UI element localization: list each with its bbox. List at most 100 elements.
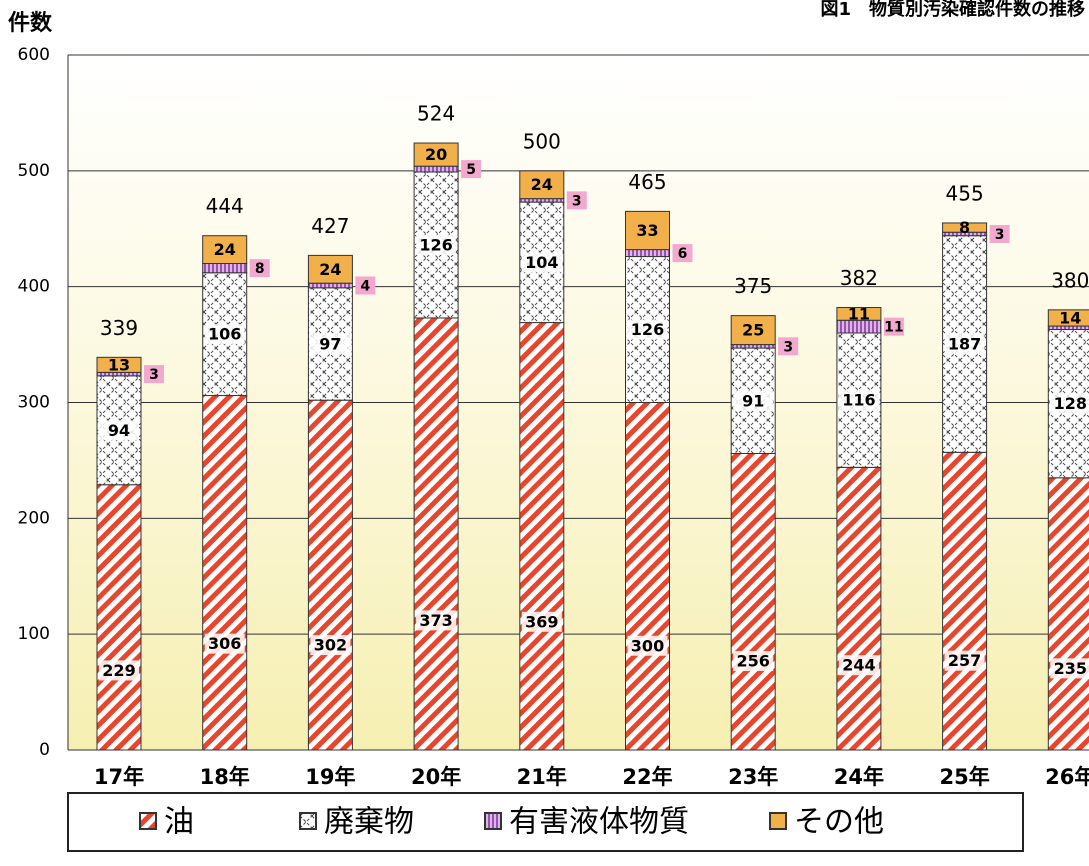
bar-segment (96, 356, 142, 373)
value-label: 97 (319, 335, 341, 354)
y-axis-label: 件数 (8, 10, 53, 36)
value-label: 3 (783, 339, 793, 355)
bar-segment (942, 451, 988, 751)
y-tick-label: 100 (18, 624, 50, 644)
bar-segment (202, 235, 248, 264)
value-label: 6 (678, 246, 688, 262)
value-label: 300 (631, 636, 664, 655)
x-tick-label: 26年 (1045, 765, 1089, 789)
value-label: 104 (525, 253, 558, 272)
legend-label: その他 (794, 805, 884, 840)
value-label-box (733, 390, 774, 411)
bar-segment (307, 399, 353, 751)
value-label: 369 (525, 612, 558, 631)
bar-segment (730, 452, 776, 751)
bar-segment (519, 198, 565, 203)
bar-segment (307, 282, 353, 289)
value-label: 235 (1054, 659, 1087, 678)
value-label-box (838, 655, 879, 676)
value-label-box (204, 633, 245, 654)
bar-segment (96, 484, 142, 751)
bar-segment (202, 263, 248, 274)
bar-segment (625, 249, 670, 258)
value-label: 20 (425, 145, 447, 164)
x-tick-label: 22年 (622, 765, 672, 789)
total-label: 444 (206, 194, 244, 218)
value-label-box (989, 224, 1010, 243)
bar-segment (413, 142, 459, 167)
y-tick-label: 0 (39, 740, 50, 760)
x-tick-label: 18年 (200, 765, 250, 789)
y-tick-label: 600 (18, 45, 50, 65)
value-label: 8 (959, 218, 970, 237)
legend-swatch (769, 812, 787, 830)
bar-segment (625, 402, 670, 751)
value-label-box (416, 234, 457, 255)
legend-label: 油 (164, 805, 194, 840)
value-label: 3 (149, 367, 159, 383)
value-label-box (1050, 393, 1089, 414)
bar-segment (730, 315, 776, 346)
value-label-box (355, 276, 376, 295)
value-label: 306 (208, 634, 241, 653)
total-label: 375 (734, 274, 772, 298)
value-label: 128 (1054, 394, 1087, 413)
value-label: 13 (108, 355, 130, 374)
chart-title: 図1 物質別汚染確認件数の推移 (820, 0, 1085, 20)
value-label-box (310, 334, 351, 355)
value-label: 11 (848, 304, 870, 323)
value-label-box (838, 390, 879, 411)
value-label: 3 (995, 227, 1005, 243)
value-label: 25 (742, 321, 764, 340)
value-label-box (883, 317, 904, 336)
x-tick-label: 21年 (517, 765, 567, 789)
x-tick-label: 23年 (728, 765, 778, 789)
value-label: 91 (742, 391, 764, 410)
value-label-box (99, 420, 139, 441)
value-label-box (944, 650, 985, 671)
value-label-box (521, 252, 562, 273)
value-label: 5 (466, 162, 476, 178)
bar-segment (730, 344, 776, 349)
bar-segment (519, 322, 565, 751)
value-label: 24 (531, 175, 553, 194)
value-label: 187 (948, 335, 981, 354)
value-label: 257 (948, 651, 981, 670)
value-label-box (204, 324, 245, 345)
bar-segment (625, 210, 670, 251)
value-label: 8 (255, 261, 265, 277)
value-label-box (566, 191, 587, 210)
value-label: 126 (419, 235, 452, 254)
value-label: 244 (842, 656, 875, 675)
legend-swatch (484, 812, 502, 830)
value-label: 229 (102, 661, 135, 680)
x-tick-label: 17年 (94, 765, 144, 789)
value-label-box (778, 337, 799, 356)
total-label: 427 (311, 214, 349, 238)
value-label-box (944, 334, 985, 355)
value-label: 24 (319, 260, 341, 279)
x-tick-label: 20年 (411, 765, 461, 789)
value-label-box (627, 635, 668, 656)
legend-swatch (139, 812, 157, 830)
value-label-box (144, 365, 164, 384)
y-tick-label: 200 (18, 508, 50, 528)
value-label-box (521, 611, 562, 632)
value-label: 24 (214, 240, 236, 259)
bar-segment (836, 307, 882, 321)
bar-segment (1047, 477, 1089, 751)
value-label-box (99, 660, 139, 681)
value-label: 126 (631, 320, 664, 339)
total-label: 339 (100, 316, 138, 340)
bar-segment (836, 466, 882, 751)
legend-label: 廃棄物 (324, 805, 414, 840)
value-label: 3 (572, 193, 582, 209)
value-label-box (310, 635, 351, 656)
y-tick-label: 300 (18, 393, 50, 413)
x-tick-label: 25年 (939, 765, 989, 789)
value-label: 106 (208, 325, 241, 344)
bar-segment (1047, 309, 1089, 327)
value-label: 33 (636, 221, 658, 240)
x-tick-label: 24年 (834, 765, 884, 789)
